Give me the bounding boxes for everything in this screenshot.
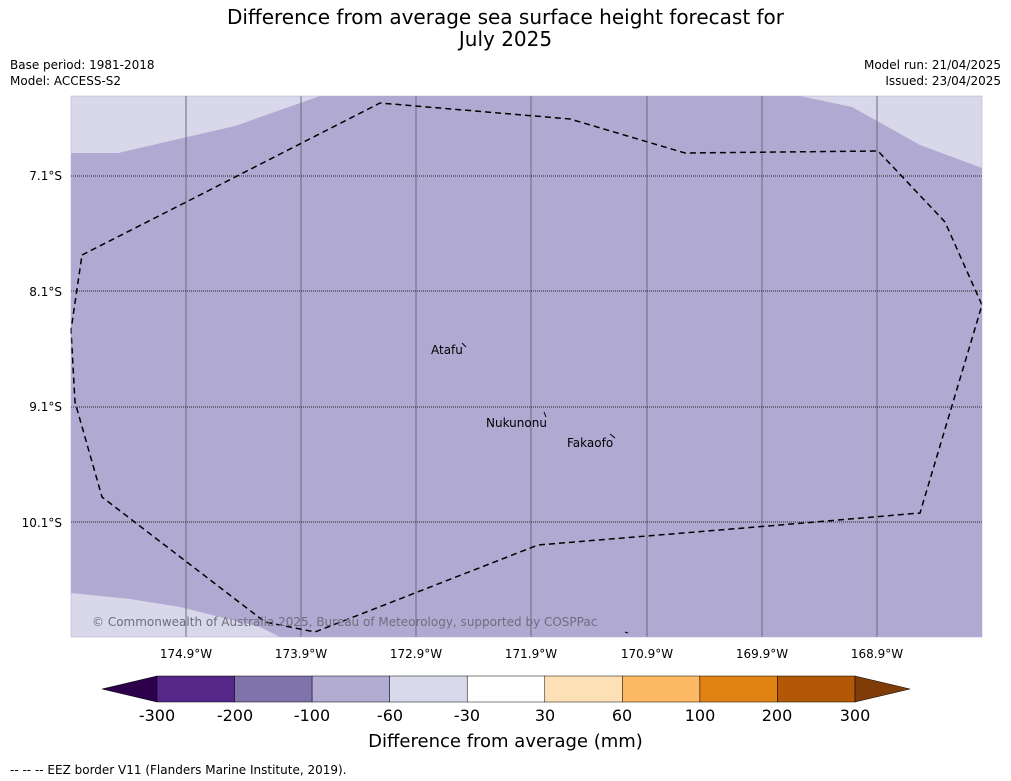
colorbar-segment [622,675,701,703]
map-frame [70,95,983,638]
meta-left: Base period: 1981-2018 Model: ACCESS-S2 [10,57,155,89]
atafu-island [461,342,467,348]
place-nukunonu: Nukunonu [486,416,547,430]
lon-label-169-9: 169.9°W [735,647,789,661]
copyright-notice: © Commonwealth of Australia 2025, Bureau… [92,615,598,629]
chart-title: Difference from average sea surface heig… [0,6,1011,50]
lon-label-172-9: 172.9°W [389,647,443,661]
place-atafu: Atafu [431,343,463,357]
lon-label-171-9: 171.9°W [504,647,558,661]
colorbar-segment [466,675,546,703]
colorbar-tick: 30 [534,706,556,725]
title-line-1: Difference from average sea surface heig… [226,5,785,29]
lon-label-170-9: 170.9°W [620,647,674,661]
colorbar-tick: 100 [684,706,716,725]
colorbar-segment [777,675,856,703]
model-run: Model run: 21/04/2025 [863,58,1001,72]
colorbar-segment [544,675,623,703]
eez-footnote: -- -- -- EEZ border V11 (Flanders Marine… [10,763,347,777]
colorbar-segment [234,675,313,703]
lon-label-173-9: 173.9°W [274,647,328,661]
islands [461,342,629,634]
lat-label-10-1: 10.1°S [21,516,62,530]
colorbar-extend-high [854,675,911,703]
fakaofo-island [609,433,616,439]
meridians [185,96,878,637]
lon-label-168-9: 168.9°W [850,647,904,661]
title-line-2: July 2025 [458,27,553,51]
issued-date: Issued: 23/04/2025 [885,74,1001,88]
colorbar-tick: -30 [453,706,481,725]
colorbar-segment [311,675,390,703]
colorbar-tick: -60 [376,706,404,725]
base-period: Base period: 1981-2018 [10,58,155,72]
lat-label-7-1: 7.1°S [29,169,62,183]
eez-border [70,102,983,633]
colorbar-label: Difference from average (mm) [368,731,643,752]
meta-right: Model run: 21/04/2025 Issued: 23/04/2025 [864,57,1001,89]
model-name: Model: ACCESS-S2 [10,74,122,88]
lat-label-9-1: 9.1°S [29,400,62,414]
lat-label-8-1: 8.1°S [29,285,62,299]
colorbar-segment [156,675,235,703]
colorbar-segment [389,675,468,703]
colorbar-extend-low [101,675,158,703]
nukunonu-island [543,411,547,418]
lon-label-174-9: 174.9°W [159,647,213,661]
colorbar-segment [699,675,778,703]
colorbar-tick: -100 [293,706,331,725]
place-fakaofo: Fakaofo [567,436,614,450]
colorbar-tick: -300 [138,706,176,725]
colorbar-tick: 300 [839,706,871,725]
colorbar-tick: 200 [761,706,793,725]
colorbar-tick: 60 [611,706,633,725]
anomaly-region [71,96,982,637]
colorbar-tick: -200 [216,706,254,725]
swains-fragment [624,631,629,634]
